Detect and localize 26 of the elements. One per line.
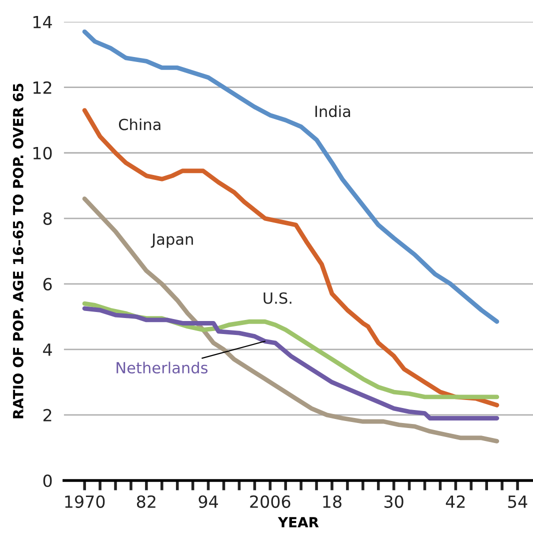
y-tick-label: 4 [43,344,52,356]
text: Netherlands [116,362,208,374]
series-label: U.S. [264,292,292,304]
x-tick-label: 2006 [250,495,290,508]
y-tick-label: 14 [33,16,52,28]
y-tick-label: 6 [43,278,52,290]
x-tick-label: 54 [508,496,528,508]
y-tick-label: 12 [33,81,52,94]
y-tick-label: 2 [43,408,52,422]
y-tick-label: 8 [43,212,52,225]
x-tick-label: 30 [384,495,404,508]
x-tick-label: 42 [446,495,465,508]
x-tick-label: 1970 [65,495,105,508]
x-tick-label: 18 [323,495,342,508]
series-label: China [118,118,160,130]
line-series [82,29,500,324]
x-tick-label: 82 [136,495,156,508]
y-axis-title: RATIO OF POP. AGE 16–65 TO POP. OVER 65 [12,84,24,418]
line-series [82,196,500,444]
series-label: India [315,105,350,118]
line-series [82,306,500,420]
y-tick-label: 10 [33,146,52,160]
x-axis-title: YEAR [278,517,319,528]
series-label: Japan [150,234,193,248]
y-tick-label: 0 [43,474,52,488]
x-tick-label: 94 [198,495,218,508]
